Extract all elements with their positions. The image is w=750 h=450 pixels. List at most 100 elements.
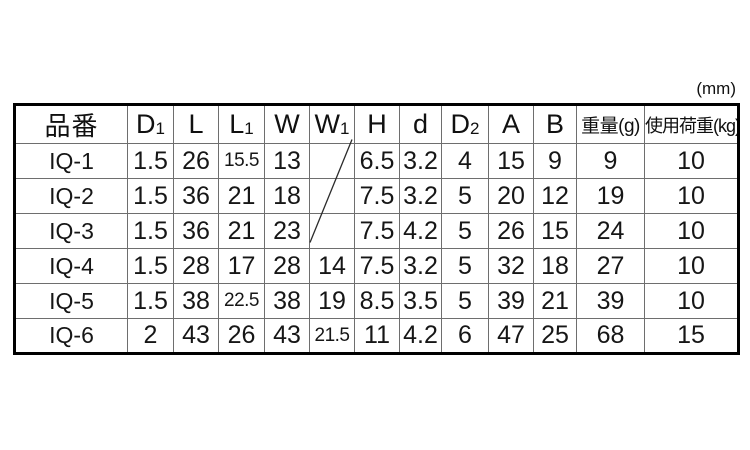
- value-cell-empty: [309, 143, 355, 179]
- value-cell: 9: [576, 143, 645, 179]
- value-cell: 22.5: [218, 283, 265, 319]
- value-cell: 27: [576, 248, 645, 284]
- value-cell: 19: [576, 178, 645, 214]
- value-cell: 5: [441, 248, 489, 284]
- value-cell: 4.2: [399, 318, 442, 354]
- product-code-cell: IQ-2: [14, 178, 128, 214]
- table-row-iq-2: IQ-2 1.5 36 21 18 7.5 3.2 5 20 12 19 10: [14, 178, 739, 214]
- value-cell: 68: [576, 318, 645, 354]
- value-cell: 9: [533, 143, 577, 179]
- value-cell: 43: [173, 318, 219, 354]
- value-cell: 10: [644, 178, 739, 214]
- product-code-cell: IQ-4: [14, 248, 128, 284]
- value-cell: 10: [644, 283, 739, 319]
- value-cell: 4.2: [399, 213, 442, 249]
- value-cell: 1.5: [127, 143, 174, 179]
- value-cell: 26: [218, 318, 265, 354]
- value-cell: 39: [576, 283, 645, 319]
- value-cell: 38: [264, 283, 310, 319]
- value-cell: 15.5: [218, 143, 265, 179]
- value-cell: 36: [173, 213, 219, 249]
- value-cell: 18: [533, 248, 577, 284]
- value-cell: 4: [441, 143, 489, 179]
- col-header-w: W: [264, 104, 310, 144]
- value-cell: 24: [576, 213, 645, 249]
- product-code-cell: IQ-6: [14, 318, 128, 354]
- value-cell: 47: [488, 318, 534, 354]
- value-cell: 1.5: [127, 178, 174, 214]
- value-cell: 21: [533, 283, 577, 319]
- value-cell: 10: [644, 143, 739, 179]
- value-cell: 21.5: [309, 318, 355, 354]
- value-cell: 2: [127, 318, 174, 354]
- value-cell: 26: [488, 213, 534, 249]
- col-header-l: L: [173, 104, 219, 144]
- col-header-hinban: 品番: [14, 104, 128, 144]
- value-cell-empty: [309, 213, 355, 249]
- value-cell: 17: [218, 248, 265, 284]
- value-cell: 3.2: [399, 248, 442, 284]
- value-cell: 28: [173, 248, 219, 284]
- value-cell: 7.5: [354, 178, 400, 214]
- spec-table: 品番 D1 L L1 W W1 H d D2 A B 重量(g) 使用荷重(kg…: [13, 103, 740, 355]
- value-cell: 15: [488, 143, 534, 179]
- product-code-cell: IQ-3: [14, 213, 128, 249]
- value-cell: 6.5: [354, 143, 400, 179]
- col-header-d2: D2: [441, 104, 489, 144]
- table-row-iq-3: IQ-3 1.5 36 21 23 7.5 4.2 5 26 15 24 10: [14, 213, 739, 249]
- value-cell: 19: [309, 283, 355, 319]
- value-cell: 1.5: [127, 248, 174, 284]
- value-cell: 43: [264, 318, 310, 354]
- product-code-cell: IQ-5: [14, 283, 128, 319]
- col-header-w1: W1: [309, 104, 355, 144]
- col-header-working-load: 使用荷重(kg): [644, 104, 739, 144]
- value-cell: 13: [264, 143, 310, 179]
- value-cell: 11: [354, 318, 400, 354]
- spec-table-container: 品番 D1 L L1 W W1 H d D2 A B 重量(g) 使用荷重(kg…: [13, 103, 740, 355]
- value-cell: 14: [309, 248, 355, 284]
- value-cell: 21: [218, 213, 265, 249]
- value-cell: 5: [441, 283, 489, 319]
- table-row-iq-1: IQ-1 1.5 26 15.5 13 6.5 3.2 4 15 9 9 10: [14, 143, 739, 179]
- value-cell: 39: [488, 283, 534, 319]
- value-cell: 25: [533, 318, 577, 354]
- value-cell: 3.5: [399, 283, 442, 319]
- value-cell: 7.5: [354, 248, 400, 284]
- value-cell: 28: [264, 248, 310, 284]
- value-cell: 6: [441, 318, 489, 354]
- unit-label-mm: (mm): [696, 79, 736, 98]
- value-cell: 15: [644, 318, 739, 354]
- value-cell: 3.2: [399, 143, 442, 179]
- value-cell: 26: [173, 143, 219, 179]
- value-cell: 36: [173, 178, 219, 214]
- col-header-d: d: [399, 104, 442, 144]
- value-cell: 15: [533, 213, 577, 249]
- col-header-a: A: [488, 104, 534, 144]
- table-row-iq-5: IQ-5 1.5 38 22.5 38 19 8.5 3.5 5 39 21 3…: [14, 283, 739, 319]
- value-cell: 5: [441, 178, 489, 214]
- value-cell: 21: [218, 178, 265, 214]
- value-cell: 7.5: [354, 213, 400, 249]
- product-code-cell: IQ-1: [14, 143, 128, 179]
- col-header-b: B: [533, 104, 577, 144]
- value-cell: 3.2: [399, 178, 442, 214]
- value-cell: 5: [441, 213, 489, 249]
- value-cell: 20: [488, 178, 534, 214]
- value-cell: 38: [173, 283, 219, 319]
- value-cell: 32: [488, 248, 534, 284]
- value-cell: 23: [264, 213, 310, 249]
- col-header-l1: L1: [218, 104, 265, 144]
- value-cell: 10: [644, 213, 739, 249]
- header-row: 品番 D1 L L1 W W1 H d D2 A B 重量(g) 使用荷重(kg…: [14, 104, 739, 144]
- value-cell: 1.5: [127, 283, 174, 319]
- table-row-iq-6: IQ-6 2 43 26 43 21.5 11 4.2 6 47 25 68 1…: [14, 318, 739, 354]
- value-cell: 1.5: [127, 213, 174, 249]
- value-cell: 8.5: [354, 283, 400, 319]
- value-cell: 12: [533, 178, 577, 214]
- col-header-weight: 重量(g): [576, 104, 645, 144]
- col-header-d1: D1: [127, 104, 174, 144]
- value-cell: 18: [264, 178, 310, 214]
- col-header-h: H: [354, 104, 400, 144]
- table-row-iq-4: IQ-4 1.5 28 17 28 14 7.5 3.2 5 32 18 27 …: [14, 248, 739, 284]
